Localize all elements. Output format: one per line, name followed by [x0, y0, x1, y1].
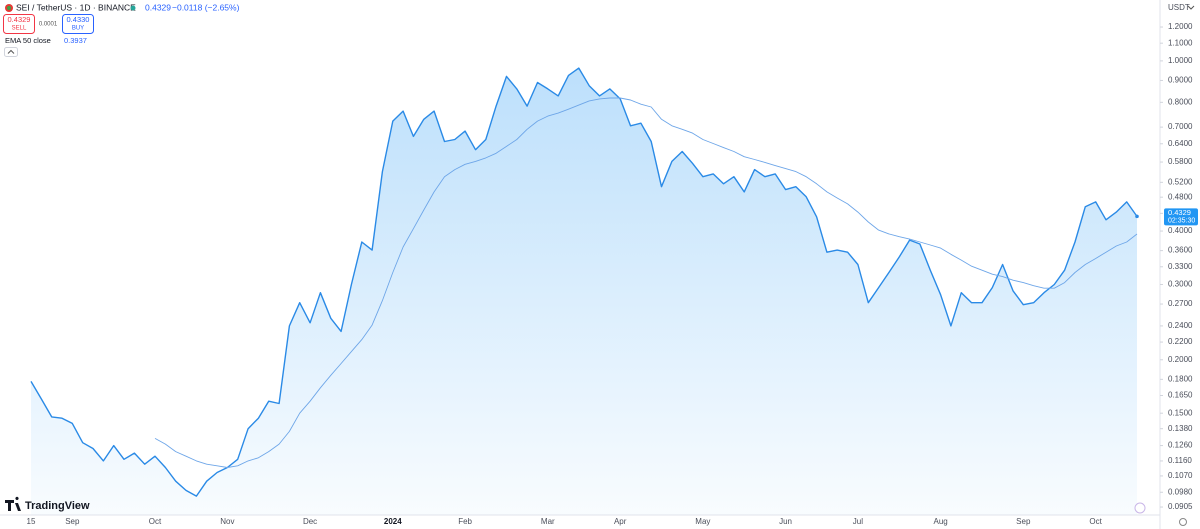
legend-label: EMA 50 close [5, 36, 51, 45]
price-tag-countdown: 02:35:30 [1168, 218, 1195, 225]
x-tick-label: Oct [149, 517, 162, 526]
brand-name: TradingView [25, 500, 90, 512]
currency-label: USDT [1168, 3, 1190, 12]
sell-price: 0.4329 [8, 15, 31, 24]
y-tick-label: 0.1160 [1168, 456, 1192, 465]
ema-line [154, 97, 1138, 468]
x-tick-label: 2024 [384, 517, 402, 526]
y-tick-label: 1.0000 [1168, 56, 1193, 65]
x-tick-label: Sep [65, 517, 80, 526]
y-tick-label: 0.1500 [1168, 408, 1193, 417]
y-tick-label: 0.3600 [1168, 246, 1193, 255]
last-price: 0.4329 [145, 2, 171, 12]
collapse-icon [7, 49, 15, 54]
x-tick-label: Jun [779, 517, 792, 526]
y-tick-label: 1.1000 [1168, 38, 1193, 47]
y-tick-label: 0.4000 [1168, 226, 1193, 235]
y-tick-label: 0.1380 [1168, 424, 1193, 433]
currency-dropdown[interactable] [1187, 5, 1195, 10]
market-status [130, 5, 136, 11]
y-tick-label: 0.2200 [1168, 337, 1193, 346]
y-tick-label: 0.0980 [1168, 487, 1193, 496]
y-tick-label: 0.2000 [1168, 355, 1193, 364]
x-tick-label: Feb [458, 517, 472, 526]
symbol-title: SEI / TetherUS · 1D · BINANCE [16, 2, 136, 12]
x-tick-label: Apr [614, 517, 627, 526]
last-point [1135, 214, 1139, 219]
symbol-icon [7, 6, 11, 10]
x-tick-label: 15 [27, 517, 36, 526]
y-tick-label: 0.1070 [1168, 471, 1193, 480]
price-tag-value: 0.4329 [1168, 208, 1191, 217]
x-tick-label: Sep [1016, 517, 1031, 526]
alert-icon[interactable] [1134, 502, 1146, 514]
y-tick-label: 0.7000 [1168, 122, 1193, 131]
y-tick-label: 0.1650 [1168, 391, 1193, 400]
x-tick-label: Aug [933, 517, 947, 526]
x-tick-label: Oct [1089, 517, 1102, 526]
settings-icon[interactable] [1179, 518, 1187, 526]
y-tick-label: 0.0905 [1168, 502, 1193, 511]
brand-logo [5, 496, 21, 511]
x-tick-label: May [695, 517, 710, 526]
price-line [30, 67, 1138, 497]
brand: TradingView [5, 496, 90, 512]
buy-label: BUY [72, 26, 84, 32]
x-tick-label: Dec [303, 517, 317, 526]
symbol-header: SEI / TetherUS · 1D · BINANCE 0.4329 −0.… [3, 2, 240, 57]
plot-area [30, 67, 1138, 515]
x-tick-label: Jul [853, 517, 863, 526]
area-fill [31, 68, 1137, 515]
x-tick-label: Nov [220, 517, 234, 526]
y-tick-label: 0.4800 [1168, 192, 1193, 201]
y-tick-label: 0.2700 [1168, 299, 1193, 308]
y-tick-label: 0.3000 [1168, 280, 1193, 289]
y-tick-label: 0.9000 [1168, 76, 1193, 85]
legend-value: 0.3937 [64, 36, 87, 45]
y-tick-label: 0.5800 [1168, 157, 1193, 166]
spread: 0.0001 [39, 22, 58, 28]
y-tick-label: 0.8000 [1168, 97, 1193, 106]
sell-button[interactable] [3, 14, 35, 34]
buy-button[interactable] [62, 14, 94, 34]
y-tick-label: 0.5200 [1168, 177, 1193, 186]
y-tick-label: 0.6400 [1168, 139, 1193, 148]
price-tag [1164, 208, 1198, 226]
y-tick-label: 0.3300 [1168, 262, 1193, 271]
x-tick-label: Mar [541, 517, 555, 526]
buy-price: 0.4330 [67, 15, 90, 24]
sell-label: SELL [12, 26, 27, 32]
collapse-button[interactable] [4, 47, 18, 57]
price-change: −0.0118 (−2.65%) [172, 2, 240, 12]
y-tick-label: 0.2400 [1168, 321, 1193, 330]
y-tick-label: 0.1800 [1168, 374, 1193, 383]
y-tick-label: 1.2000 [1168, 22, 1193, 31]
y-tick-label: 0.1260 [1168, 441, 1193, 450]
